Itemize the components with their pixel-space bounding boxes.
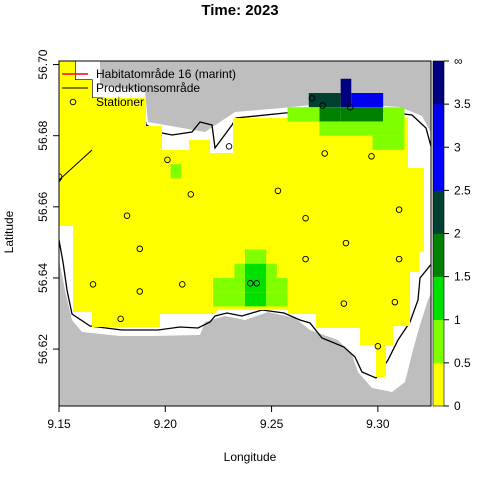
colorbar-bin xyxy=(433,319,444,364)
station-marker xyxy=(253,280,260,287)
stations-layer xyxy=(59,95,403,350)
heat-cell xyxy=(245,292,267,307)
station-marker xyxy=(89,281,97,288)
heat-cell xyxy=(245,277,267,293)
station-marker xyxy=(274,187,282,195)
station-marker xyxy=(374,342,382,350)
plot-frame xyxy=(58,60,432,407)
heat-cell xyxy=(319,107,341,122)
station-marker xyxy=(391,298,399,306)
colorbar-tick-label: ∞ xyxy=(454,54,463,68)
colorbar-tick-label: 3 xyxy=(454,140,461,154)
station-marker xyxy=(395,206,403,213)
y-axis: 56.62 56.64 56.66 56.68 56.70 xyxy=(36,49,59,364)
heat-cell xyxy=(340,78,352,108)
heat-cell xyxy=(319,121,405,136)
x-axis: 9.15 9.20 9.25 9.30 xyxy=(47,406,390,431)
colorbar-tick-label: 1.5 xyxy=(454,270,471,284)
chart-title: Time: 2023 xyxy=(201,2,278,19)
heat-cell xyxy=(287,107,320,122)
station-marker xyxy=(136,245,144,253)
x-tick-label: 9.30 xyxy=(366,417,390,431)
station-marker xyxy=(321,150,328,157)
colorbar-tick-label: 3.5 xyxy=(454,97,471,111)
production-area-line xyxy=(59,149,93,181)
station-marker xyxy=(302,214,309,222)
heat-cell xyxy=(245,263,267,278)
colorbar-tick-label: 1 xyxy=(454,313,461,327)
colorbar-bin xyxy=(433,233,444,277)
coastline xyxy=(59,61,431,379)
station-marker xyxy=(164,156,171,164)
y-tick-label: 56.64 xyxy=(36,263,50,293)
station-marker xyxy=(342,239,350,247)
station-marker xyxy=(187,191,195,198)
colorbar-bin xyxy=(433,190,444,234)
heat-cell xyxy=(213,277,245,293)
colorbar-bin xyxy=(433,276,444,321)
x-tick-label: 9.15 xyxy=(47,417,71,431)
low-value-region xyxy=(59,61,424,377)
legend-label-stations: Stationer xyxy=(96,95,144,109)
station-marker xyxy=(136,288,144,295)
station-marker xyxy=(247,280,254,287)
x-tick-label: 9.25 xyxy=(260,417,284,431)
station-marker xyxy=(117,315,124,323)
colorbar: 0 0.5 1 1.5 2 2.5 3 3.5 ∞ xyxy=(432,54,471,413)
heat-cell xyxy=(351,93,384,108)
colorbar-bin xyxy=(433,61,444,105)
heat-cell xyxy=(383,107,405,122)
heat-cell xyxy=(213,292,245,307)
colorbar-tick-label: 2.5 xyxy=(454,183,471,197)
station-marker xyxy=(395,255,403,263)
station-marker xyxy=(123,212,131,219)
x-tick-label: 9.20 xyxy=(154,417,178,431)
station-marker xyxy=(319,102,326,109)
heat-cell xyxy=(266,277,288,293)
legend-label-production: Produktionsområde xyxy=(96,81,200,95)
station-marker xyxy=(179,281,186,288)
heat-cell xyxy=(266,263,277,278)
colorbar-tick-label: 0 xyxy=(454,399,461,413)
station-marker xyxy=(368,153,375,160)
y-axis-label: Latitude xyxy=(2,210,16,253)
legend-label-habitat: Habitatområde 16 (marint) xyxy=(96,67,236,81)
colorbar-tick-label: 0.5 xyxy=(454,356,471,370)
y-tick-label: 56.70 xyxy=(36,49,50,79)
heat-cell xyxy=(170,164,182,179)
colorbar-bin xyxy=(433,147,444,191)
heat-cell xyxy=(234,263,245,278)
legend-station-marker xyxy=(69,98,77,106)
station-marker xyxy=(340,300,348,307)
x-axis-label: Longitude xyxy=(224,450,277,464)
heat-cell xyxy=(245,249,267,264)
colorbar-bin xyxy=(433,104,444,148)
legend: Habitatområde 16 (marint) Produktionsomr… xyxy=(62,67,236,109)
y-tick-label: 56.68 xyxy=(36,120,50,150)
heat-cell xyxy=(308,93,341,108)
colorbar-bin xyxy=(433,362,444,407)
station-marker xyxy=(346,103,354,111)
station-marker xyxy=(308,95,316,102)
y-tick-label: 56.62 xyxy=(36,334,50,364)
heat-cells xyxy=(170,78,405,307)
y-tick-label: 56.66 xyxy=(36,191,50,221)
colorbar-tick-label: 2 xyxy=(454,227,461,241)
heat-cell xyxy=(372,135,405,150)
station-marker xyxy=(225,143,233,150)
heat-cell xyxy=(266,292,288,307)
station-marker xyxy=(302,255,309,263)
heat-cell xyxy=(340,107,384,122)
